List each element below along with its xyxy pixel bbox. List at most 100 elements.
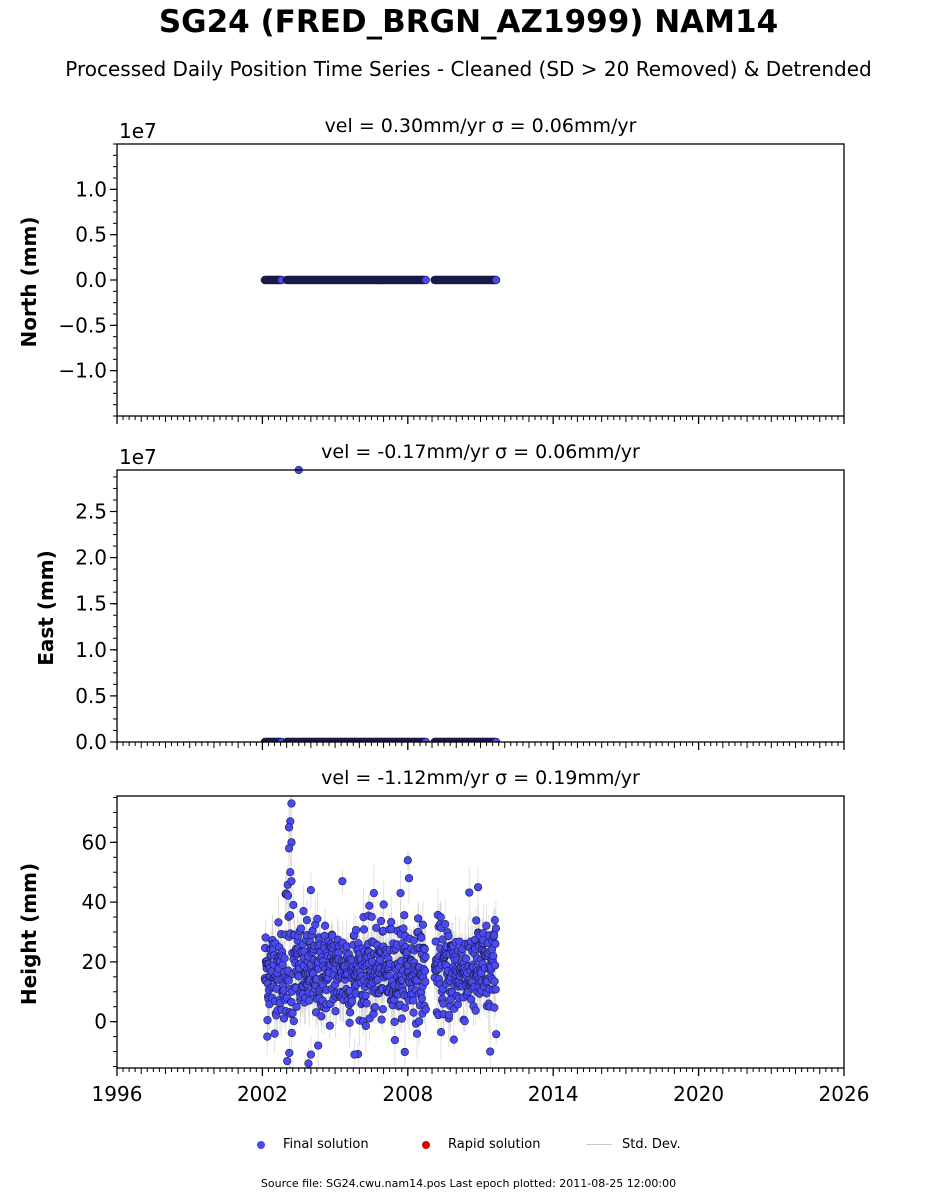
final-point — [280, 954, 289, 963]
final-point — [417, 933, 426, 942]
final-point — [449, 1035, 458, 1044]
final-point — [305, 996, 314, 1005]
final-point — [404, 874, 414, 883]
legend-final: Final solution — [257, 1137, 369, 1152]
y-tick-label: 20 — [82, 950, 107, 974]
x-tick-label: 2002 — [237, 1082, 288, 1106]
final-point — [287, 1073, 295, 1081]
y-tick-label: 1.0 — [75, 638, 107, 662]
final-point — [460, 1017, 469, 1026]
legend: Final solution Rapid solution Std. Dev. — [0, 1137, 937, 1159]
data-layer — [260, 275, 501, 285]
panel-title: vel = -0.17mm/yr σ = 0.06mm/yr — [321, 441, 640, 463]
y-scale-offset: 1e7 — [119, 445, 157, 469]
final-point — [444, 1010, 454, 1020]
final-point — [465, 888, 474, 897]
final-point — [287, 997, 296, 1007]
final-point — [421, 275, 430, 285]
final-point — [375, 956, 385, 965]
final-point — [421, 1005, 430, 1014]
final-point — [365, 901, 374, 910]
final-point — [317, 1012, 326, 1021]
final-marker-icon — [257, 1140, 265, 1149]
final-point — [482, 921, 491, 930]
final-point — [413, 914, 423, 923]
y-tick-label: 1.5 — [75, 592, 107, 616]
final-point — [492, 275, 501, 285]
final-point — [431, 937, 440, 946]
final-point — [274, 918, 283, 927]
final-point — [361, 991, 370, 1000]
y-tick-label: 0.5 — [75, 684, 107, 708]
final-point — [399, 924, 408, 933]
final-point — [342, 942, 351, 951]
final-point — [420, 944, 429, 954]
final-point — [288, 1009, 297, 1018]
data-layer — [260, 737, 501, 742]
final-point — [400, 1047, 409, 1057]
final-point — [492, 737, 501, 742]
final-point — [263, 1032, 272, 1041]
y-axis-label: Height (mm) — [17, 863, 41, 1005]
data-layer — [260, 796, 501, 1084]
y-tick-label: 60 — [82, 830, 107, 854]
y-axis-label: North (mm) — [17, 216, 41, 347]
x-tick-label: 2014 — [528, 1082, 579, 1106]
final-point — [439, 999, 448, 1008]
y-tick-label: 2.0 — [75, 546, 107, 570]
final-point — [286, 911, 295, 920]
final-point — [284, 844, 294, 853]
final-point — [346, 1008, 355, 1017]
panel-title: vel = -1.12mm/yr σ = 0.19mm/yr — [321, 767, 640, 789]
legend-std-label: Std. Dev. — [622, 1137, 681, 1152]
y-tick-label: 0.0 — [75, 730, 107, 754]
final-point — [285, 1048, 294, 1058]
final-point — [491, 924, 501, 933]
x-tick-label: 1996 — [92, 1082, 143, 1106]
final-point — [372, 923, 381, 932]
x-tick-label: 2020 — [673, 1082, 724, 1106]
final-point — [263, 1015, 272, 1025]
panel-1: vel = 0.30mm/yr σ = 0.06mm/yr North (mm) 1… — [17, 115, 845, 424]
rapid-marker-icon — [422, 1140, 430, 1149]
x-tick-label: 2008 — [382, 1082, 433, 1106]
final-point — [362, 999, 371, 1008]
y-tick-label: 0 — [94, 1010, 107, 1034]
legend-std: Std. Dev. — [586, 1137, 681, 1152]
final-point — [292, 1002, 301, 1012]
y-tick-label: 1.0 — [75, 177, 107, 201]
final-point — [441, 920, 450, 929]
final-point — [289, 1076, 297, 1084]
final-point — [436, 912, 445, 922]
final-point — [492, 1030, 501, 1039]
final-point — [278, 960, 287, 970]
final-point — [287, 1028, 296, 1038]
final-point — [371, 1002, 380, 1012]
final-point — [415, 1017, 424, 1026]
final-point — [421, 737, 430, 742]
final-point — [367, 912, 376, 921]
final-point — [472, 916, 481, 925]
final-point — [284, 823, 294, 832]
y-axis-label: East (mm) — [34, 550, 58, 666]
std-line-icon — [586, 1144, 612, 1145]
final-point — [403, 856, 412, 865]
final-point — [471, 1006, 480, 1015]
final-point — [400, 1003, 410, 1012]
y-scale-offset: 1e7 — [119, 119, 157, 143]
final-point — [418, 920, 427, 929]
final-point — [325, 1021, 334, 1030]
final-point — [306, 886, 315, 895]
final-point — [409, 936, 418, 945]
final-point — [350, 1050, 359, 1059]
legend-rapid: Rapid solution — [422, 1137, 540, 1152]
final-point — [491, 985, 500, 994]
final-point — [287, 799, 296, 808]
final-point — [417, 994, 426, 1003]
final-point — [306, 1050, 315, 1059]
y-tick-label: −1.0 — [58, 359, 107, 383]
y-tick-label: −0.5 — [58, 313, 107, 337]
final-point — [379, 900, 388, 909]
final-point — [299, 907, 308, 916]
